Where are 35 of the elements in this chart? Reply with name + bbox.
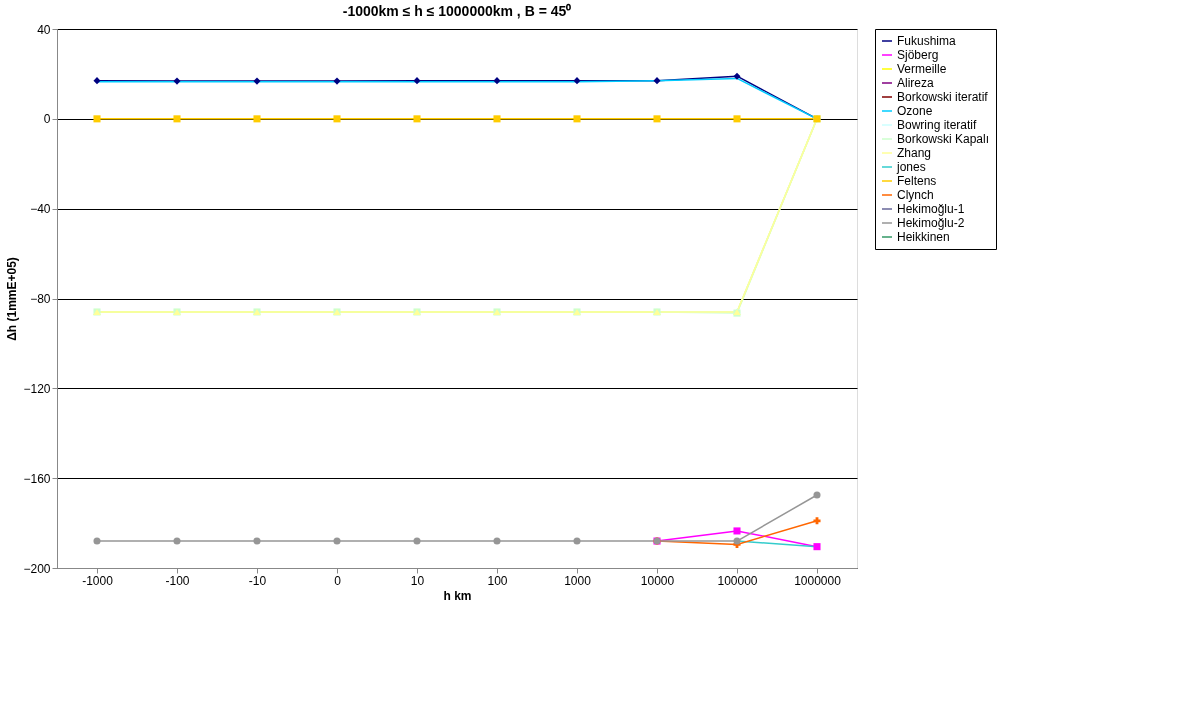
legend-label: Ozone [897,104,933,118]
y-tick-label: 40 [37,22,51,37]
legend-label: Hekimoğlu-1 [897,202,965,216]
x-tick-label: 100 [487,573,508,588]
legend-label: Feltens [897,174,937,188]
x-tick-label: -100 [165,573,190,588]
x-axis-title: h km [443,588,472,603]
x-tick-label: 1000 [564,573,592,588]
y-tick-label: −40 [30,202,51,217]
x-tick-label: 1000000 [794,573,842,588]
y-tick-label: −160 [23,471,51,486]
legend-label: Hekimoğlu-2 [897,216,965,230]
x-tick-label: -1000 [82,573,114,588]
legend-label: Alireza [897,76,935,90]
legend-label: Zhang [897,146,932,160]
legend-label: Fukushima [897,34,957,48]
y-axis-title: Δh (1mmE+05) [5,257,20,341]
chart-title: -1000km ≤ h ≤ 1000000km , B = 45⁰ [342,3,572,19]
y-tick-label: −80 [30,292,51,306]
x-tick-label: 0 [334,573,342,588]
legend-label: Borkowski Kapalı [897,132,990,146]
legend-label: Vermeille [897,62,947,76]
y-tick-label: 0 [43,112,51,127]
legend-label: Borkowski iteratif [897,90,989,104]
legend-label: Heikkinen [897,230,950,244]
y-tick-label: −200 [23,561,51,576]
x-tick-label: 100000 [717,573,758,588]
legend-label: jones [896,160,926,174]
x-tick-label: 10000 [640,573,675,588]
x-tick-label: 10 [410,573,425,588]
legend-label: Sjöberg [897,48,939,62]
y-tick-label: −120 [23,381,51,396]
legend-label: Clynch [897,188,934,202]
x-tick-label: -10 [248,573,267,588]
legend-label: Bowring iteratif [897,118,978,132]
